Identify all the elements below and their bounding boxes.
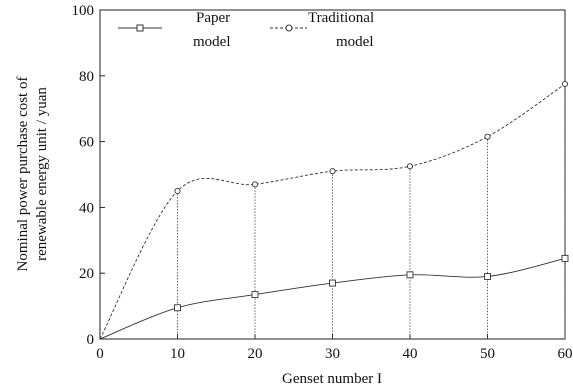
- series-group: [99, 80, 569, 340]
- x-tick-label: 0: [96, 346, 104, 362]
- x-tick-label: 30: [325, 346, 340, 362]
- y-axis-label-line-1: Nominal power purchase cost of: [15, 77, 31, 272]
- legend-traditional-label-line-2: model: [336, 34, 374, 50]
- axis-ticks: 0 10 20 30 40 50 60 0 20 40 60 80 100: [72, 3, 573, 362]
- data-point-square: [251, 291, 259, 299]
- y-tick-label: 100: [72, 3, 95, 19]
- x-tick-label: 50: [480, 346, 495, 362]
- legend-paper-label-line-2: model: [193, 34, 231, 50]
- y-axis-label-line-2: renewable energy unit / yuan: [34, 87, 50, 261]
- data-point-circle: [251, 181, 259, 188]
- data-point-square: [484, 273, 491, 280]
- drop-lines: [177, 84, 566, 339]
- x-axis-label: Genset number I: [282, 371, 382, 387]
- data-point-circle: [174, 187, 181, 194]
- legend-paper-label-line-1: Paper: [196, 10, 230, 26]
- data-point-circle: [561, 80, 569, 88]
- data-point-square: [406, 271, 414, 279]
- x-tick-label: 40: [403, 346, 418, 362]
- x-tick-label: 60: [558, 346, 573, 362]
- legend-paper-marker: [136, 24, 144, 32]
- legend-traditional-label-line-1: Traditional: [308, 10, 374, 26]
- data-point-circle: [406, 163, 414, 170]
- x-tick-label: 20: [248, 346, 263, 362]
- y-tick-label: 80: [79, 69, 94, 85]
- y-tick-label: 0: [87, 332, 95, 348]
- data-point-square: [561, 254, 569, 262]
- y-tick-label: 60: [79, 135, 94, 151]
- series-line-1: [99, 83, 566, 340]
- y-tick-label: 20: [79, 266, 94, 282]
- legend: Paper model Traditional model: [118, 10, 374, 50]
- data-point-circle: [329, 168, 336, 175]
- x-tick-label: 10: [170, 346, 185, 362]
- data-point-square: [174, 304, 181, 312]
- data-point-square: [329, 279, 336, 287]
- data-point-circle: [484, 133, 491, 140]
- legend-traditional-marker: [285, 24, 293, 32]
- y-tick-label: 40: [79, 200, 94, 216]
